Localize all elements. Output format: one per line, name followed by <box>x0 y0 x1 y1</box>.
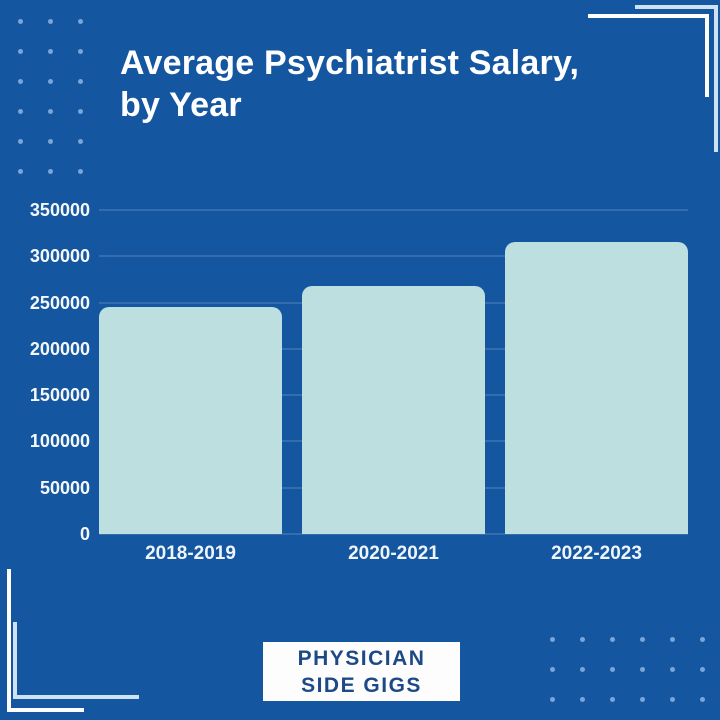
dot-icon <box>670 637 675 642</box>
dot-icon <box>18 169 23 174</box>
chart-title: Average Psychiatrist Salary, by Year <box>120 42 680 126</box>
dot-icon <box>610 697 615 702</box>
dot-icon <box>48 79 53 84</box>
dot-icon <box>18 49 23 54</box>
dot-icon <box>78 49 83 54</box>
dot-icon <box>78 139 83 144</box>
dot-icon <box>580 667 585 672</box>
dot-icon <box>78 19 83 24</box>
y-axis-tick-label: 350000 <box>29 200 90 220</box>
chart-title-line2: by Year <box>120 86 242 125</box>
dot-icon <box>550 697 555 702</box>
dot-icon <box>610 667 615 672</box>
x-axis-category-label: 2020-2021 <box>348 543 439 564</box>
y-axis-tick-label: 200000 <box>29 338 90 359</box>
dot-icon <box>48 49 53 54</box>
brand-line2: SIDE GIGS <box>301 673 422 697</box>
dot-icon <box>48 139 53 144</box>
dot-icon <box>550 667 555 672</box>
brand-badge: PHYSICIAN SIDE GIGS <box>263 642 460 701</box>
dot-icon <box>18 79 23 84</box>
dot-icon <box>48 19 53 24</box>
dot-icon <box>18 139 23 144</box>
gridline <box>99 533 688 535</box>
dot-icon <box>78 169 83 174</box>
dot-icon <box>18 19 23 24</box>
bar-2022-2023 <box>505 242 688 534</box>
y-axis-tick-label: 50000 <box>39 477 90 498</box>
dot-icon <box>700 637 705 642</box>
dot-icon <box>640 637 645 642</box>
x-axis-category-label: 2018-2019 <box>145 543 236 564</box>
gridline <box>99 255 688 258</box>
bar-2018-2019 <box>99 307 282 534</box>
dot-icon <box>580 637 585 642</box>
dot-icon <box>610 637 615 642</box>
dot-icon <box>580 697 585 702</box>
dot-icon <box>78 109 83 114</box>
y-axis-tick-label: 100000 <box>29 431 90 452</box>
dot-icon <box>700 697 705 702</box>
bar-2020-2021 <box>302 285 485 534</box>
x-axis-category-label: 2022-2023 <box>551 543 642 564</box>
dot-icon <box>640 697 645 702</box>
y-axis-tick-label: 150000 <box>29 385 90 406</box>
chart-title-line1: Average Psychiatrist Salary, <box>120 44 580 82</box>
dot-icon <box>670 697 675 702</box>
dot-icon <box>700 667 705 672</box>
y-axis-tick-label: 250000 <box>29 292 90 313</box>
y-axis-tick-label: 0 <box>79 524 90 544</box>
dot-icon <box>48 169 53 174</box>
y-axis-tick-label: 300000 <box>29 246 90 267</box>
dot-icon <box>670 667 675 672</box>
dot-icon <box>640 667 645 672</box>
brand-line1: PHYSICIAN <box>297 646 426 670</box>
dot-icon <box>18 109 23 114</box>
gridline <box>99 209 688 211</box>
dot-icon <box>48 109 53 114</box>
dot-icon <box>78 79 83 84</box>
dot-icon <box>550 637 555 642</box>
